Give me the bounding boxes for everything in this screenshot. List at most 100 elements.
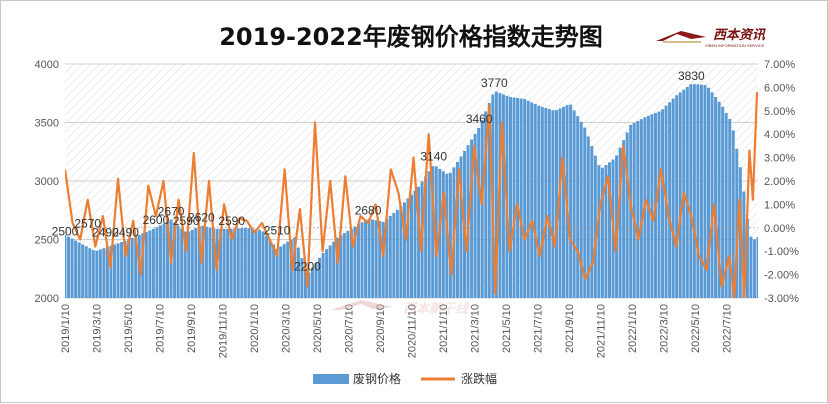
price-bar bbox=[311, 267, 314, 298]
price-bar bbox=[321, 252, 325, 298]
price-bar bbox=[84, 246, 88, 298]
price-bar bbox=[367, 218, 371, 298]
price-bar bbox=[509, 96, 512, 298]
price-bar bbox=[661, 109, 665, 298]
brand-logo: 西本资讯 XIBEN INFORMATION SERVICE bbox=[656, 27, 766, 48]
data-label: 2490 bbox=[92, 226, 119, 240]
left-axis: 2000 2500 3000 3500 4000 bbox=[35, 59, 59, 305]
watermark: 西本新干线 bbox=[331, 300, 470, 317]
price-bar bbox=[381, 221, 385, 298]
price-bar bbox=[109, 245, 113, 298]
price-bar bbox=[558, 108, 562, 298]
price-bar bbox=[219, 228, 223, 298]
price-bar bbox=[756, 237, 758, 298]
right-axis-tick: -3.00% bbox=[764, 293, 799, 305]
price-bar bbox=[629, 124, 633, 298]
line-series-change-rate bbox=[65, 92, 758, 298]
price-bar bbox=[699, 84, 703, 298]
price-bar bbox=[261, 231, 265, 298]
x-axis-tick: 2019/7/10 bbox=[155, 304, 167, 353]
price-bar bbox=[544, 107, 548, 298]
price-bar bbox=[707, 87, 710, 298]
price-bar bbox=[176, 225, 180, 298]
price-bar bbox=[671, 98, 675, 298]
price-bar bbox=[636, 121, 640, 298]
price-bar bbox=[222, 228, 226, 298]
price-bar bbox=[208, 227, 212, 298]
price-bar bbox=[187, 231, 191, 298]
price-bar bbox=[233, 228, 237, 298]
price-bar bbox=[98, 249, 102, 298]
price-bar bbox=[551, 110, 555, 298]
x-axis-tick: 2020/1/10 bbox=[249, 304, 261, 353]
price-bar bbox=[576, 116, 580, 298]
right-axis-tick: 5.00% bbox=[764, 106, 795, 118]
price-bar bbox=[180, 228, 184, 298]
price-bar bbox=[728, 118, 732, 298]
data-label: 2590 bbox=[218, 214, 245, 228]
left-axis-tick: 2000 bbox=[35, 293, 59, 305]
price-bar bbox=[236, 228, 240, 298]
right-axis-tick: 4.00% bbox=[764, 129, 795, 141]
price-bar bbox=[395, 209, 399, 298]
left-axis-tick: 2500 bbox=[35, 235, 59, 247]
data-label: 3460 bbox=[466, 112, 493, 126]
price-bar bbox=[487, 103, 491, 298]
price-bar bbox=[685, 87, 689, 298]
price-bar bbox=[625, 132, 629, 298]
legend-label-change-rate: 涨跌幅 bbox=[461, 371, 497, 386]
price-bar bbox=[127, 239, 131, 298]
price-bar bbox=[81, 244, 85, 298]
price-bar bbox=[477, 127, 481, 298]
price-bar bbox=[622, 140, 626, 298]
price-bar bbox=[349, 228, 353, 298]
data-label: 2500 bbox=[52, 225, 79, 239]
price-bar bbox=[689, 84, 693, 298]
price-bar bbox=[569, 104, 573, 298]
price-bar bbox=[484, 111, 488, 298]
x-axis-tick: 2020/3/10 bbox=[281, 304, 293, 353]
x-axis-tick: 2021/5/10 bbox=[501, 304, 513, 353]
price-bar bbox=[88, 248, 92, 298]
x-axis-tick: 2019/1/10 bbox=[60, 304, 72, 353]
price-bar bbox=[604, 165, 608, 298]
right-axis-tick: 0.00% bbox=[764, 223, 795, 235]
price-bar bbox=[731, 130, 735, 298]
price-bar bbox=[717, 101, 721, 298]
price-bar bbox=[533, 104, 537, 298]
x-axis-tick: 2022/1/10 bbox=[627, 304, 639, 353]
price-bar bbox=[371, 219, 375, 298]
data-label: 2590 bbox=[173, 214, 200, 228]
x-axis-tick: 2020/9/10 bbox=[375, 304, 387, 353]
price-bar bbox=[314, 262, 318, 298]
price-bar bbox=[650, 114, 654, 298]
data-label: 3830 bbox=[678, 69, 705, 83]
price-bar bbox=[752, 239, 756, 298]
price-bar bbox=[141, 233, 145, 298]
price-bar bbox=[254, 229, 258, 298]
price-bar bbox=[339, 235, 343, 298]
data-label: 2600 bbox=[143, 213, 170, 227]
left-axis-tick: 3000 bbox=[35, 176, 59, 188]
price-bar bbox=[130, 237, 134, 298]
price-bar bbox=[275, 248, 279, 298]
price-bar bbox=[332, 241, 336, 298]
price-bar bbox=[151, 228, 155, 298]
price-bar bbox=[742, 191, 746, 298]
price-bar bbox=[268, 240, 272, 298]
price-bar bbox=[714, 96, 718, 298]
price-bar bbox=[318, 257, 322, 298]
price-bar bbox=[74, 240, 78, 298]
price-bar bbox=[282, 244, 286, 298]
price-bar bbox=[158, 225, 162, 298]
price-bar bbox=[226, 228, 230, 298]
price-bar bbox=[342, 233, 346, 298]
x-axis-tick: 2021/3/10 bbox=[470, 304, 482, 353]
price-bar bbox=[399, 206, 403, 298]
price-bar bbox=[388, 215, 392, 298]
data-label: 2510 bbox=[264, 223, 291, 237]
price-bar bbox=[335, 237, 339, 298]
x-axis-tick: 2021/9/10 bbox=[564, 304, 576, 353]
price-bar bbox=[406, 198, 410, 298]
